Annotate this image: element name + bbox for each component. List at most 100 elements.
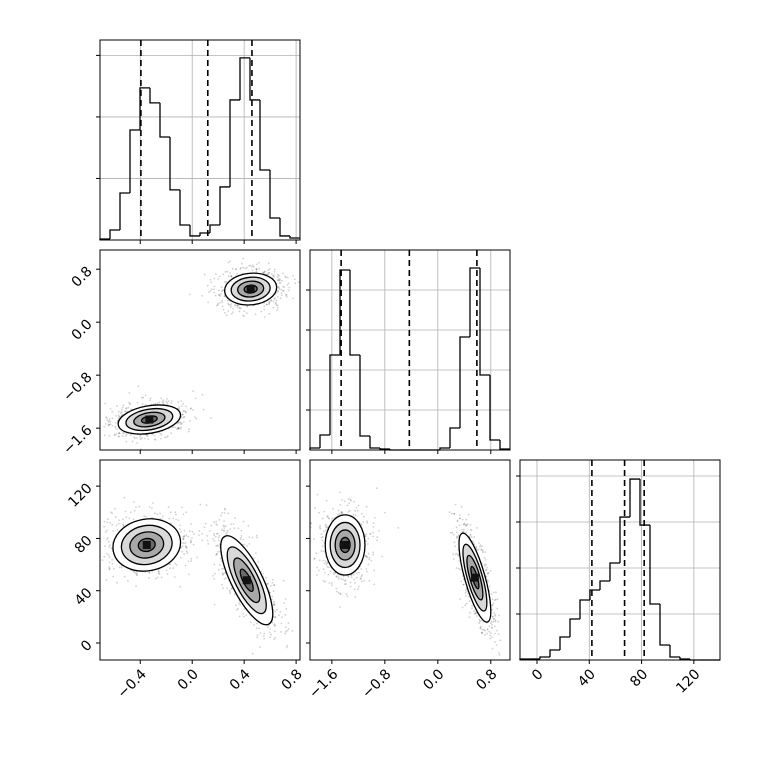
sample-point [277, 273, 279, 276]
sample-point [114, 507, 116, 510]
sample-point [341, 511, 343, 514]
histogram-step [259, 99, 270, 171]
sample-point [360, 580, 363, 583]
sample-point [179, 427, 182, 430]
sample-point [323, 530, 325, 533]
sample-point [170, 402, 173, 404]
sample-point [272, 306, 275, 309]
sample-point [195, 417, 198, 420]
sample-point [228, 589, 231, 592]
sample-point [159, 432, 162, 435]
sample-point [219, 302, 221, 304]
sample-point [282, 272, 284, 275]
sample-point [111, 562, 114, 565]
sample-point [250, 621, 252, 624]
sample-point [486, 573, 489, 575]
sample-point [106, 529, 108, 532]
sample-point [180, 422, 183, 425]
sample-point [166, 435, 169, 437]
sample-point [376, 536, 379, 538]
sample-point [151, 507, 153, 509]
sample-point [342, 575, 345, 578]
sample-point [222, 587, 224, 590]
sample-point [266, 303, 268, 306]
histogram-step [269, 169, 280, 219]
sample-point [240, 266, 242, 269]
sample-point [478, 622, 481, 624]
density-peak [341, 540, 350, 549]
sample-point [497, 620, 500, 623]
sample-point [494, 615, 497, 617]
sample-point [191, 530, 194, 533]
sample-point [206, 535, 209, 537]
sample-point [122, 524, 125, 527]
sample-point [491, 647, 494, 650]
histogram-step [289, 235, 300, 239]
sample-point [107, 518, 109, 520]
histogram-step [229, 99, 240, 187]
histogram-step [139, 87, 150, 130]
sample-point [189, 420, 191, 422]
sample-point [284, 632, 286, 635]
sample-point [286, 644, 289, 647]
sample-point [484, 551, 487, 553]
sample-point [473, 536, 475, 538]
density-peak [470, 573, 479, 582]
sample-point [268, 312, 271, 315]
sample-point [285, 293, 287, 296]
sample-point [106, 417, 108, 419]
sample-point [223, 525, 226, 528]
sample-point [231, 267, 234, 270]
sample-point [277, 286, 280, 289]
sample-point [263, 270, 266, 273]
sample-point [223, 512, 226, 514]
sample-point [190, 558, 193, 560]
sample-point [273, 275, 275, 278]
sample-point [221, 512, 224, 514]
sample-point [235, 604, 237, 607]
sample-point [464, 524, 467, 526]
sample-point [124, 410, 127, 413]
sample-point [125, 440, 128, 443]
sample-point [287, 282, 290, 285]
sample-point [263, 637, 266, 640]
sample-point [177, 427, 180, 430]
sample-point [272, 300, 275, 303]
sample-point [198, 530, 201, 532]
sample-point [199, 503, 202, 506]
sample-point [486, 628, 489, 630]
sample-point [326, 566, 329, 568]
sample-point [369, 532, 371, 535]
sample-point [182, 421, 185, 423]
sample-point [243, 608, 246, 610]
sample-point [332, 571, 335, 574]
sample-point [220, 286, 223, 289]
sample-point [355, 572, 358, 574]
sample-point [138, 505, 141, 508]
sample-point [177, 422, 180, 424]
histogram-step [149, 87, 160, 104]
sample-point [161, 518, 164, 521]
sample-point [469, 534, 472, 537]
sample-point [95, 543, 97, 545]
sample-point [182, 513, 185, 516]
sample-point [114, 425, 117, 428]
sample-point [365, 555, 368, 558]
sample-point [111, 558, 113, 561]
panel-frame [99, 39, 301, 241]
sample-point [215, 545, 218, 547]
sample-point [101, 559, 104, 561]
sample-point [218, 294, 221, 296]
sample-point [114, 434, 117, 437]
sample-point [363, 515, 365, 518]
sample-point [127, 406, 130, 409]
sample-point [325, 499, 328, 502]
sample-point [196, 556, 199, 559]
sample-point [272, 590, 275, 593]
sample-point [495, 591, 497, 594]
sample-point [118, 432, 121, 435]
sample-point [167, 400, 170, 402]
histogram-step [449, 427, 460, 448]
sample-point [229, 528, 232, 530]
sample-point [265, 303, 268, 306]
